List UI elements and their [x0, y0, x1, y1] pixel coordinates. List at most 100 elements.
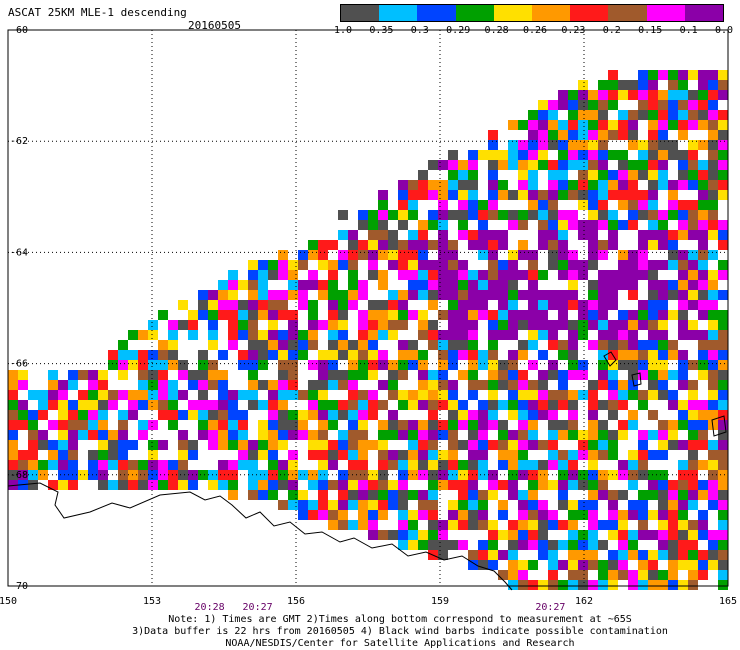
data-cell — [618, 550, 628, 560]
data-cell — [208, 360, 218, 370]
data-cell — [628, 250, 638, 260]
data-cell — [148, 380, 158, 390]
data-cell — [468, 330, 478, 340]
data-cell — [448, 390, 458, 400]
data-cell — [578, 150, 588, 160]
data-cell — [648, 110, 658, 120]
data-cell — [158, 440, 168, 450]
data-cell — [618, 150, 628, 160]
data-cell — [548, 560, 558, 570]
data-cell — [658, 340, 668, 350]
data-cell — [308, 360, 318, 370]
data-cell — [518, 380, 528, 390]
data-cell — [158, 370, 168, 380]
data-cell — [348, 300, 358, 310]
data-cell — [18, 450, 28, 460]
data-cell — [528, 520, 538, 530]
data-cell — [638, 440, 648, 450]
data-cell — [78, 390, 88, 400]
data-cell — [698, 410, 708, 420]
data-cell — [678, 300, 688, 310]
data-cell — [328, 330, 338, 340]
data-cell — [638, 500, 648, 510]
data-cell — [58, 470, 68, 480]
data-cell — [128, 480, 138, 490]
data-cell — [348, 430, 358, 440]
data-cell — [448, 300, 458, 310]
data-cell — [598, 270, 608, 280]
data-cell — [398, 250, 408, 260]
data-cell — [628, 80, 638, 90]
data-cell — [508, 390, 518, 400]
data-cell — [408, 280, 418, 290]
data-cell — [678, 80, 688, 90]
data-cell — [488, 400, 498, 410]
data-cell — [528, 310, 538, 320]
data-cell — [498, 400, 508, 410]
data-cell — [328, 300, 338, 310]
data-cell — [568, 540, 578, 550]
data-cell — [488, 330, 498, 340]
data-cell — [658, 540, 668, 550]
data-cell — [468, 270, 478, 280]
data-cell — [568, 400, 578, 410]
data-cell — [288, 430, 298, 440]
data-cell — [578, 450, 588, 460]
data-cell — [248, 320, 258, 330]
data-cell — [218, 380, 228, 390]
data-cell — [408, 200, 418, 210]
data-cell — [538, 500, 548, 510]
data-cell — [448, 250, 458, 260]
data-cell — [688, 330, 698, 340]
data-cell — [698, 480, 708, 490]
data-cell — [548, 420, 558, 430]
data-cell — [338, 350, 348, 360]
data-cell — [248, 360, 258, 370]
data-cell — [478, 210, 488, 220]
data-cell — [578, 310, 588, 320]
data-cell — [208, 440, 218, 450]
data-cell — [508, 220, 518, 230]
data-cell — [678, 470, 688, 480]
data-cell — [388, 480, 398, 490]
coastline-island-3 — [711, 415, 727, 437]
data-cell — [68, 410, 78, 420]
data-cell — [718, 510, 728, 520]
data-cell — [168, 460, 178, 470]
data-cell — [488, 350, 498, 360]
data-cell — [438, 530, 448, 540]
data-cell — [688, 380, 698, 390]
data-cell — [648, 260, 658, 270]
data-cell — [428, 520, 438, 530]
data-cell — [718, 500, 728, 510]
data-cell — [518, 490, 528, 500]
data-cell — [48, 440, 58, 450]
data-cell — [518, 350, 528, 360]
data-cell — [428, 160, 438, 170]
data-cell — [418, 220, 428, 230]
data-cell — [478, 460, 488, 470]
data-cell — [468, 460, 478, 470]
data-cell — [348, 350, 358, 360]
data-cell — [48, 450, 58, 460]
data-cell — [458, 190, 468, 200]
data-cell — [558, 540, 568, 550]
data-cell — [548, 580, 558, 590]
data-cell — [678, 200, 688, 210]
data-cell — [448, 150, 458, 160]
data-cell — [368, 360, 378, 370]
data-cell — [648, 530, 658, 540]
data-cell — [708, 400, 718, 410]
data-cell — [258, 420, 268, 430]
data-cell — [508, 480, 518, 490]
data-cell — [148, 400, 158, 410]
data-cell — [378, 500, 388, 510]
data-cell — [488, 140, 498, 150]
data-cell — [158, 380, 168, 390]
data-cell — [248, 460, 258, 470]
data-cell — [558, 500, 568, 510]
data-cell — [188, 410, 198, 420]
data-cell — [648, 560, 658, 570]
data-cell — [648, 270, 658, 280]
data-cell — [468, 490, 478, 500]
